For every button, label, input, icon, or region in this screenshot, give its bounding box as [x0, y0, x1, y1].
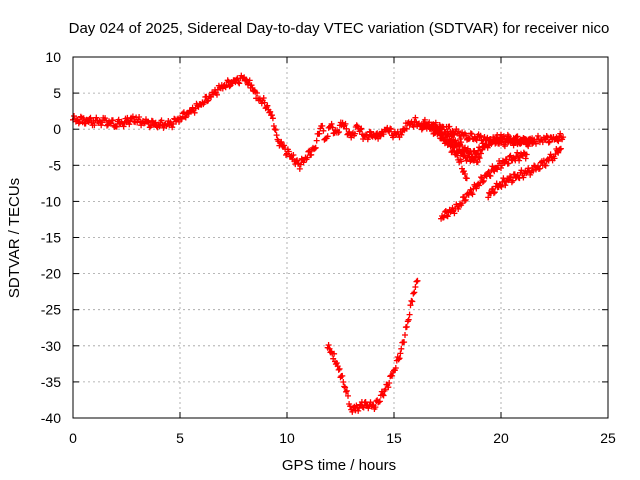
series-points	[438, 149, 530, 222]
y-tick-label: -15	[41, 230, 61, 246]
series-points	[485, 145, 564, 201]
x-axis-label: GPS time / hours	[282, 457, 396, 474]
series-points	[324, 277, 421, 415]
x-tick-label: 20	[493, 430, 509, 446]
y-tick-label: -40	[41, 410, 61, 426]
y-tick-label: 5	[53, 85, 61, 101]
y-tick-label: -25	[41, 302, 61, 318]
y-tick-label: 0	[53, 121, 61, 137]
y-axis-label: SDTVAR / TECUs	[6, 178, 23, 298]
x-tick-label: 0	[69, 430, 77, 446]
x-tick-label: 5	[176, 430, 184, 446]
x-tick-label: 10	[279, 430, 295, 446]
y-tick-label: -35	[41, 374, 61, 390]
plot-frame	[72, 56, 609, 419]
y-tick-label: -10	[41, 193, 61, 209]
series-branch-c	[444, 131, 537, 160]
y-tick-label: 10	[45, 49, 61, 65]
y-tick-label: -5	[49, 157, 62, 173]
series-branch-d	[438, 149, 530, 222]
y-tick-label: -20	[41, 266, 61, 282]
tick-labels: 0 5 10 15 20 25 10 5 0 -5 -10 -15 -20 -25 -30 -35 -40	[41, 49, 616, 446]
y-tick-label: -30	[41, 338, 61, 354]
series-points	[444, 131, 537, 160]
series-branch-e	[485, 145, 564, 201]
gridlines	[73, 57, 608, 418]
series-branch-f	[324, 277, 421, 415]
x-tick-label: 15	[386, 430, 402, 446]
chart-title: Day 024 of 2025, Sidereal Day-to-day VTE…	[69, 20, 610, 37]
x-tick-label: 25	[600, 430, 616, 446]
